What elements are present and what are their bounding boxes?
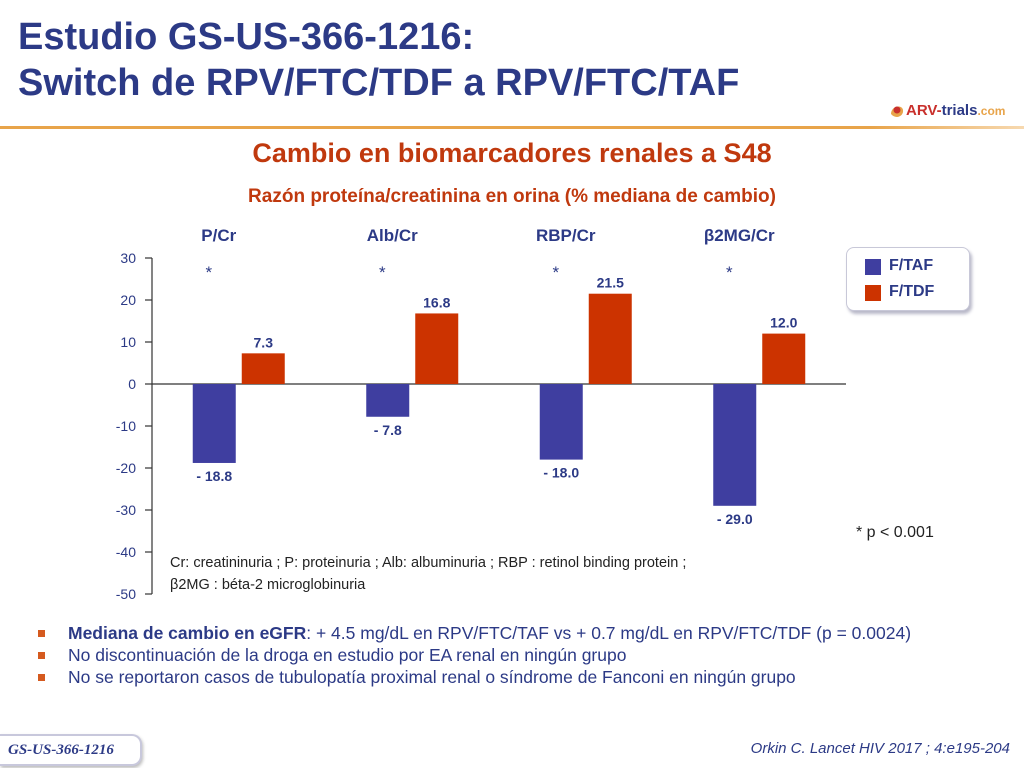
footnote-line-1: Cr: creatininuria ; P: proteinuria ; Alb…: [170, 555, 687, 571]
chart-subtitle: Razón proteína/creatinina en orina (% me…: [248, 186, 776, 207]
bar-taf: [192, 384, 236, 463]
y-tick-label: 20: [120, 292, 136, 308]
significance-star: *: [379, 263, 386, 282]
bar-taf: [539, 384, 583, 460]
title-divider: [0, 126, 1024, 129]
significance-star: *: [552, 263, 559, 282]
category-label: RBP/Cr: [536, 226, 596, 245]
title-line-1: Estudio GS-US-366-1216:: [18, 16, 475, 58]
footnote-line-2: β2MG : béta-2 microglobinuria: [170, 577, 366, 593]
data-label-taf: - 18.8: [196, 468, 232, 484]
y-tick-label: -10: [116, 418, 136, 434]
data-label-taf: - 7.8: [374, 422, 402, 438]
y-tick-label: -30: [116, 502, 136, 518]
y-tick-label: 10: [120, 334, 136, 350]
y-tick-label: -40: [116, 544, 136, 560]
data-label-tdf: 21.5: [597, 275, 624, 291]
bar-tdf: [415, 313, 459, 384]
y-tick-label: 30: [120, 250, 136, 266]
significance-star: *: [726, 263, 733, 282]
data-label-taf: - 29.0: [717, 511, 753, 527]
finding-text: : + 4.5 mg/dL en RPV/FTC/TAF vs + 0.7 mg…: [306, 623, 912, 643]
abbreviation-footnote: Cr: creatininuria ; P: proteinuria ; Alb…: [170, 552, 840, 596]
bar-tdf: [762, 333, 806, 384]
citation: Orkin C. Lancet HIV 2017 ; 4:e195-204: [750, 740, 1010, 757]
finding-text: No se reportaron casos de tubulopatía pr…: [68, 667, 796, 687]
finding-item: No se reportaron casos de tubulopatía pr…: [36, 666, 1016, 688]
bar-taf: [713, 384, 757, 506]
study-tag: GS-US-366-1216: [0, 734, 142, 766]
finding-item: Mediana de cambio en eGFR: + 4.5 mg/dL e…: [36, 622, 1016, 644]
category-label: β2MG/Cr: [704, 226, 775, 245]
legend-swatch-taf: [865, 259, 881, 275]
category-label: Alb/Cr: [367, 226, 418, 245]
key-findings-list: Mediana de cambio en eGFR: + 4.5 mg/dL e…: [36, 622, 1016, 688]
chart-legend: F/TAF F/TDF: [846, 247, 970, 311]
logo-text-part2: trials: [941, 102, 978, 119]
logo-text-part3: .com: [977, 104, 1006, 118]
logo-text-part1: ARV-: [906, 102, 942, 119]
finding-item: No discontinuación de la droga en estudi…: [36, 644, 1016, 666]
chart-title: Cambio en biomarcadores renales a S48: [252, 138, 772, 168]
logo-mark-icon: [891, 106, 904, 117]
bar-taf: [366, 384, 410, 417]
study-tag-label: GS-US-366-1216: [8, 742, 114, 758]
title-line-2: Switch de RPV/FTC/TDF a RPV/FTC/TAF: [18, 62, 740, 104]
data-label-tdf: 7.3: [254, 334, 274, 350]
data-label-tdf: 16.8: [423, 294, 450, 310]
y-tick-label: -20: [116, 460, 136, 476]
y-tick-label: -50: [116, 586, 136, 602]
y-tick-label: 0: [128, 376, 136, 392]
legend-label-taf: F/TAF: [889, 257, 934, 274]
finding-text: No discontinuación de la droga en estudi…: [68, 645, 627, 665]
arv-trials-logo: ARV-trials.com: [888, 100, 1018, 124]
data-label-tdf: 12.0: [770, 315, 797, 331]
category-label: P/Cr: [201, 226, 236, 245]
significance-star: *: [205, 263, 212, 282]
bar-tdf: [241, 353, 285, 384]
legend-label-tdf: F/TDF: [889, 283, 935, 300]
data-label-taf: - 18.0: [543, 465, 579, 481]
slide-title: Estudio GS-US-366-1216: Switch de RPV/FT…: [18, 14, 739, 106]
bar-tdf: [588, 293, 632, 384]
bar-chart: 30 20 10 0 -10 -20 -30 -40 -50 P/Cr * - 18.8 7.3 Alb/…: [116, 226, 846, 602]
significance-note: * p < 0.001: [856, 524, 934, 541]
legend-swatch-tdf: [865, 285, 881, 301]
logo-text: ARV-trials.com: [906, 102, 1005, 119]
finding-emphasis: Mediana de cambio en eGFR: [68, 623, 307, 643]
